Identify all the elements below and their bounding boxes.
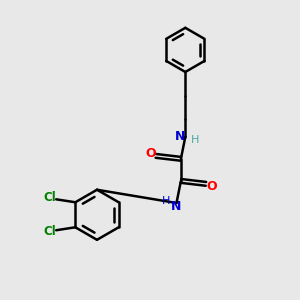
Text: O: O [145, 147, 156, 160]
Text: N: N [175, 130, 185, 143]
Text: H: H [162, 196, 170, 206]
Text: N: N [171, 200, 182, 213]
Text: Cl: Cl [43, 225, 56, 238]
Text: O: O [206, 180, 217, 193]
Text: Cl: Cl [43, 191, 56, 204]
Text: H: H [190, 135, 199, 145]
